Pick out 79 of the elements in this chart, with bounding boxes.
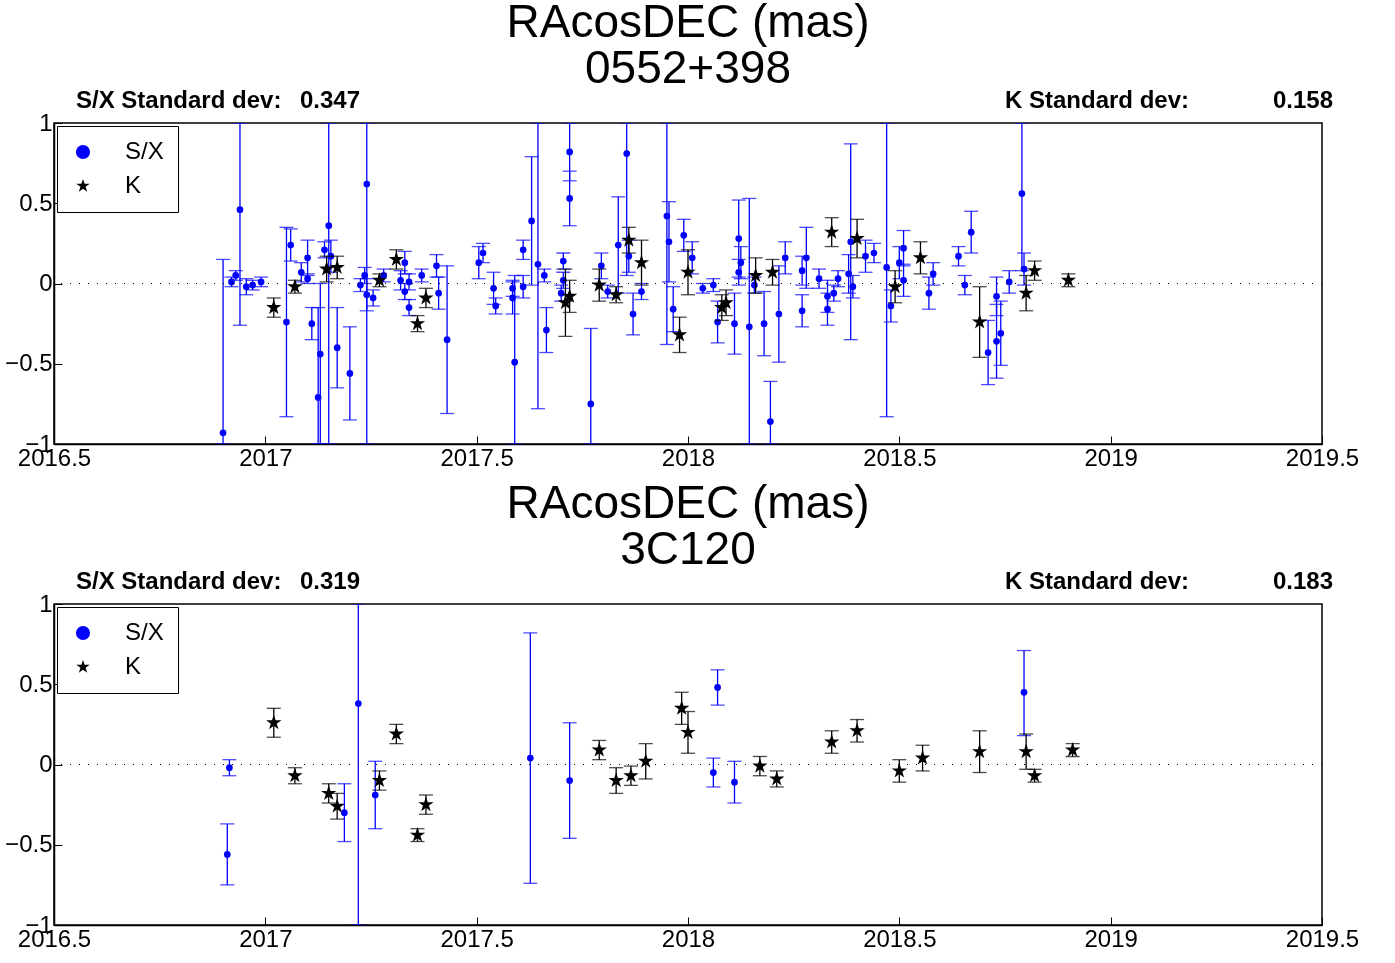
text: S/X Standard dev: bbox=[76, 567, 282, 595]
point bbox=[971, 313, 988, 329]
y-tick-label: −0.5 bbox=[5, 349, 53, 377]
point bbox=[526, 754, 534, 762]
point bbox=[633, 254, 650, 270]
x-tick-label: 2018.5 bbox=[863, 443, 937, 471]
x-tick-label: 2017.5 bbox=[440, 443, 514, 471]
x-tick-label: 2018.5 bbox=[863, 924, 937, 952]
point bbox=[912, 249, 929, 265]
point bbox=[718, 294, 734, 310]
point bbox=[747, 267, 764, 282]
text: 0.183 bbox=[1273, 567, 1334, 595]
y-tick-label: 0 bbox=[39, 269, 53, 296]
point bbox=[561, 288, 578, 303]
point bbox=[887, 278, 903, 294]
point bbox=[824, 224, 840, 239]
point bbox=[638, 753, 654, 768]
x-tick-label: 2018 bbox=[661, 924, 716, 952]
x-tick-label: 2019 bbox=[1084, 924, 1138, 952]
point bbox=[341, 809, 348, 816]
point bbox=[1018, 743, 1034, 759]
x-tick-label: 2017 bbox=[239, 443, 293, 471]
x-tick-label: 2019.5 bbox=[1285, 443, 1360, 471]
point bbox=[418, 289, 434, 305]
legend-label: K bbox=[125, 171, 142, 198]
point bbox=[266, 714, 282, 730]
point bbox=[623, 767, 639, 783]
y-tick-label: 0.5 bbox=[19, 188, 53, 216]
point bbox=[1020, 688, 1028, 696]
point bbox=[591, 741, 607, 757]
point bbox=[329, 798, 345, 813]
point bbox=[752, 758, 768, 773]
point bbox=[621, 232, 637, 247]
point bbox=[321, 785, 337, 800]
point bbox=[354, 700, 362, 707]
y-tick-label: 1 bbox=[39, 108, 53, 136]
point bbox=[731, 778, 738, 786]
point bbox=[971, 743, 988, 759]
point bbox=[849, 722, 865, 738]
point bbox=[608, 772, 624, 788]
y-tick-label: 0.5 bbox=[19, 669, 53, 697]
point bbox=[671, 326, 688, 342]
point bbox=[849, 230, 865, 246]
x-tick-label: 2019 bbox=[1084, 443, 1138, 471]
point bbox=[226, 764, 233, 772]
y-tick-label: 1 bbox=[39, 589, 53, 617]
point bbox=[764, 264, 781, 279]
point bbox=[680, 264, 696, 279]
y-tick-label: 0 bbox=[39, 750, 53, 777]
text: 0.319 bbox=[300, 567, 361, 595]
x-tick-label: 2017 bbox=[239, 924, 293, 952]
point bbox=[557, 294, 574, 310]
point bbox=[223, 851, 231, 858]
x-tick-label: 2018 bbox=[661, 443, 716, 471]
point bbox=[714, 684, 721, 691]
point bbox=[329, 259, 345, 274]
text: K Standard dev: bbox=[1005, 86, 1190, 114]
text: S/X Standard dev: bbox=[76, 86, 282, 114]
point bbox=[388, 251, 405, 266]
text: 0.158 bbox=[1273, 86, 1334, 114]
x-tick-label: 2019.5 bbox=[1285, 924, 1360, 952]
point bbox=[371, 791, 379, 799]
legend-label: K bbox=[125, 652, 142, 679]
point bbox=[388, 725, 405, 741]
point bbox=[914, 750, 931, 765]
y-tick-label: −0.5 bbox=[5, 830, 53, 858]
text: 0.347 bbox=[300, 86, 361, 114]
x-tick-label: 2017.5 bbox=[440, 924, 514, 952]
point bbox=[824, 733, 840, 749]
point bbox=[591, 277, 607, 292]
point bbox=[680, 724, 696, 739]
legend-label: S/X bbox=[125, 137, 164, 164]
point bbox=[1018, 285, 1034, 300]
point bbox=[566, 777, 574, 784]
text: K Standard dev: bbox=[1005, 567, 1190, 595]
legend-label: S/X bbox=[125, 618, 164, 645]
point bbox=[673, 700, 690, 715]
point bbox=[710, 769, 717, 776]
point bbox=[318, 260, 335, 276]
